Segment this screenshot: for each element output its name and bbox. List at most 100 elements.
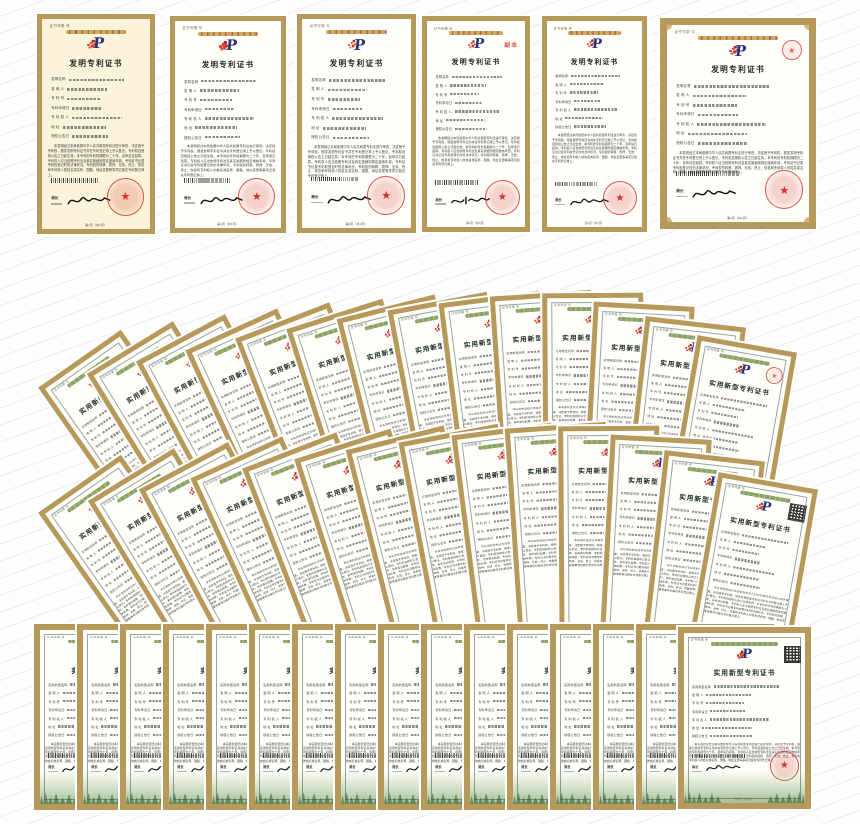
field-value (236, 384, 268, 400)
field-value (144, 524, 175, 544)
field-label: 实用新型名称 (521, 482, 540, 488)
issuer-label: 局长 (491, 638, 502, 648)
field-value (584, 498, 612, 502)
field-value (213, 426, 241, 443)
field-value (684, 542, 727, 550)
issuer-label: 局长 (329, 654, 341, 665)
field-row: 地 址 (192, 404, 262, 447)
field-row: 专利申请日 (91, 706, 201, 714)
field-value (433, 380, 458, 388)
field-row: 专 利 权 人 (134, 714, 244, 722)
inner-border (516, 633, 636, 801)
field-value (109, 422, 132, 439)
ornament-band-icon (454, 639, 526, 644)
field-label: 专 利 权 人 (607, 716, 624, 721)
field-row: 实用新型名称 (521, 477, 597, 490)
patent-office-logo-icon: P (139, 485, 155, 505)
field-row: 发 明 人 (478, 689, 588, 697)
field-value (156, 683, 225, 686)
field-value (246, 414, 281, 432)
field-label: 发 明 人 (374, 506, 387, 514)
tree-silhouette-icon (642, 789, 682, 805)
field-value (565, 390, 602, 394)
certificate-title: 实用新型专利证书 (561, 334, 624, 343)
certificate-header: P 副本 ★ (547, 312, 638, 329)
field-label: 发 明 人 (423, 501, 435, 508)
logo-dots-icon (136, 372, 140, 377)
field-label: 实用新型名称 (603, 358, 623, 364)
field-row: 专 利 权 人 (349, 714, 459, 722)
certificate-header: P 副本 ★ (470, 644, 596, 661)
certificate-title: 实用新型专利证书 (476, 466, 539, 482)
field-label: 专 利 号 (607, 699, 619, 704)
field-value (196, 733, 240, 737)
barcode-icon (435, 180, 479, 185)
field-label: 授权公告日 (392, 733, 409, 738)
field-value (387, 499, 421, 510)
field-row: 专 利 权 人 (692, 715, 797, 723)
field-row: 实用新型名称 (603, 356, 678, 368)
page-footer: 第1页（共1页） (394, 798, 414, 802)
inner-border (387, 633, 507, 801)
field-row: 专利申请日 (521, 706, 631, 714)
tree-silhouette-icon (534, 520, 565, 539)
field-label: 专 利 号 (89, 557, 102, 568)
field-value (105, 691, 154, 694)
field-label: 专 利 权 人 (392, 716, 409, 721)
field-label: 专 利 号 (376, 514, 389, 522)
certificate-header: P 副本 ★ (203, 456, 293, 509)
field-label: 专 利 号 (697, 409, 709, 415)
field-row: 发 明 人 (311, 85, 401, 95)
logo-dots-icon (484, 323, 488, 327)
logo-dots-icon (611, 651, 614, 655)
field-value (293, 394, 318, 406)
director-signature (492, 503, 526, 513)
inner-border (304, 439, 456, 688)
field-label: 实用新型名称 (176, 523, 196, 537)
issuer-subline (177, 770, 188, 773)
signature-block: 局长 (134, 763, 185, 774)
field-label: 专 利 号 (227, 405, 240, 414)
field-value (442, 483, 489, 495)
field-row: 地 址 (666, 546, 742, 563)
field-row: 实用新型名称 (220, 680, 330, 688)
certificate-fields: 实用新型名称发 明 人专 利 号专利申请日专 利 权 人地 址授权公告日 (692, 682, 797, 740)
field-row: 专利申请日 (235, 513, 307, 552)
field-label: 地 址 (435, 725, 443, 730)
field-label: 地 址 (429, 534, 438, 540)
page-footer: 第1页（共1页） (584, 534, 604, 538)
issuer-subline (555, 203, 566, 206)
field-row: 地 址 (349, 722, 459, 730)
field-row: 地 址 (288, 525, 361, 560)
field-row: 专 利 权 人 (279, 388, 352, 423)
field-value (335, 358, 381, 375)
field-label: 地 址 (571, 522, 579, 527)
signature-block: 局长 (166, 645, 212, 682)
field-row: 实用新型名称 (555, 347, 630, 356)
field-value (624, 360, 672, 366)
boilerplate-text: 本实用新型经过本局依照中华人民共和国专利法进行初步审查，决定授予专利权，颁发实用… (346, 741, 462, 763)
field-label: 专利申请日 (564, 708, 581, 713)
field-value (282, 708, 319, 711)
field-row: 实用新型名称 (48, 680, 158, 688)
field-row: 发明名称 (555, 71, 634, 79)
tree-silhouette-icon (470, 789, 510, 805)
field-value (710, 718, 769, 721)
inner-border (684, 482, 809, 728)
barcode-icon (521, 753, 577, 758)
field-label: 授权公告日 (509, 399, 526, 405)
boilerplate-text: 本实用新型经过本局依照中华人民共和国专利法进行初步审查，决定授予专利权，颁发实用… (156, 423, 236, 490)
field-row: 专 利 权 人 (191, 524, 261, 567)
field-row: 地 址 (571, 520, 646, 529)
official-seal-icon: ★ (602, 181, 637, 216)
certificate-fields: 实用新型名称发 明 人专 利 号专利申请日专 利 权 人地 址授权公告日 (134, 680, 244, 739)
field-label: 发 明 人 (571, 489, 583, 495)
field-value (633, 509, 661, 514)
certificate-header: P 副本 ★ (152, 461, 240, 519)
field-row: 专 利 权 人 (184, 114, 272, 123)
certificate-header: P 副本 ★ (556, 644, 682, 661)
